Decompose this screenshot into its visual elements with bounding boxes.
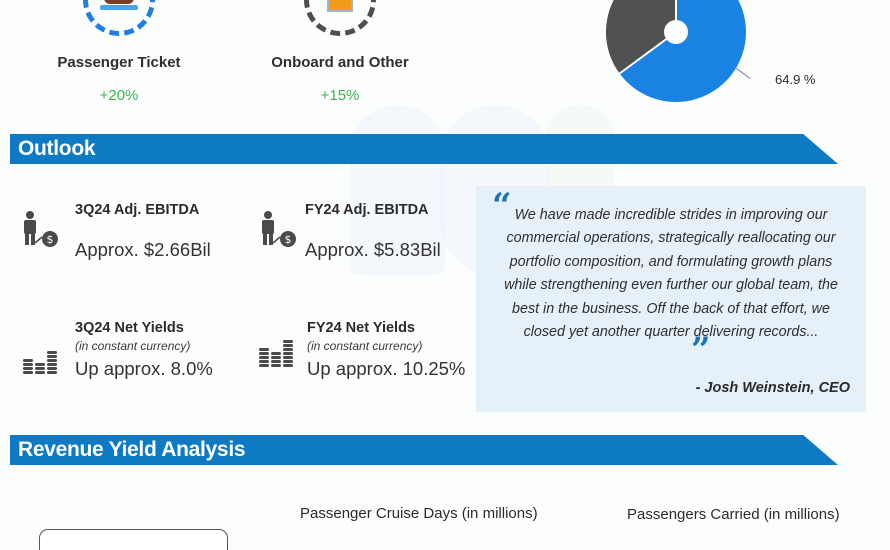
luggage-icon	[327, 0, 353, 12]
quote-author: - Josh Weinstein, CEO	[695, 380, 850, 396]
pie-slice-passenger-ticket	[619, 0, 746, 102]
metric-value: Up approx. 8.0%	[75, 358, 213, 379]
pie-slice-onboard-other	[606, 0, 676, 74]
revenue-yield-title: Revenue Yield Analysis	[18, 438, 246, 461]
passengers-carried-title: Passengers Carried (in millions)	[627, 506, 840, 523]
revenue-yield-section-header: Revenue Yield Analysis	[10, 435, 838, 465]
revenue-donut-chart	[606, 0, 750, 102]
metric-value: Up approx. 10.25%	[307, 358, 466, 379]
person-dollar-icon: $	[262, 211, 296, 247]
passenger-cruise-days-title: Passenger Cruise Days (in millions)	[300, 505, 538, 522]
ceo-quote-box: “ We have made incredible strides in imp…	[476, 186, 866, 412]
metric-title: 3Q24 Adj. EBITDA	[75, 202, 200, 218]
passenger-ticket-label: Passenger Ticket	[57, 54, 181, 71]
passenger-ticket-change: +20%	[99, 87, 139, 104]
svg-text:$: $	[47, 233, 54, 246]
metric-value: Approx. $2.66Bil	[75, 239, 211, 260]
metric-value: Approx. $5.83Bil	[305, 239, 441, 260]
svg-text:$: $	[285, 233, 292, 246]
outlook-title: Outlook	[18, 137, 96, 160]
cruise-ship-icon	[100, 0, 138, 14]
coin-stacks-icon	[23, 351, 57, 374]
coin-stacks-icon	[259, 340, 293, 367]
revenue-yield-card	[39, 529, 228, 550]
metric-subtitle: (in constant currency)	[75, 339, 191, 353]
watermark-shape	[350, 105, 445, 275]
person-dollar-icon: $	[24, 211, 58, 247]
metric-title: FY24 Adj. EBITDA	[305, 202, 429, 218]
open-quote-icon: “	[492, 186, 512, 226]
onboard-other-label: Onboard and Other	[271, 54, 409, 71]
metric-subtitle: (in constant currency)	[307, 339, 423, 353]
onboard-other-change: +15%	[320, 87, 360, 104]
close-quote-icon: ”	[691, 330, 711, 370]
quote-text: We have made incredible strides in impro…	[504, 207, 838, 341]
outlook-section-header: Outlook	[10, 134, 838, 164]
metric-title: 3Q24 Net Yields	[75, 320, 184, 336]
metric-title: FY24 Net Yields	[307, 320, 415, 336]
pie-label-passenger-ticket: 64.9 %	[775, 72, 816, 87]
